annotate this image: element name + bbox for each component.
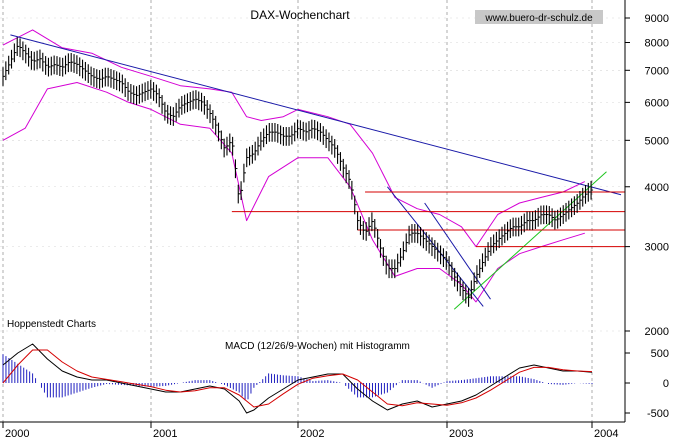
- macd-y-tick-label: 0: [663, 378, 669, 390]
- y-axis-ticks: 2000 3000 4000 5000 6000 7000 8000 9000 -500 0 500: [625, 13, 669, 420]
- macd-y-tick-label: 500: [651, 348, 669, 360]
- watermark-text: www.buero-dr-schulz.de: [484, 13, 593, 24]
- x-tick-label: 2000: [5, 428, 29, 439]
- y-tick-label: 3000: [645, 242, 669, 254]
- macd-title: MACD (12/26/9-Wochen) mit Histogramm: [225, 341, 410, 352]
- trendline-downtrend: [10, 34, 622, 196]
- x-axis-ticks: 2000 2001 2002 2003 2004: [2, 422, 618, 439]
- macd-histogram: [2, 354, 593, 401]
- y-tick-label: 5000: [645, 135, 669, 147]
- credit-text: Hoppenstedt Charts: [7, 319, 96, 330]
- x-tick-label: 2004: [594, 428, 618, 439]
- chart-title: DAX-Wochenchart: [250, 8, 350, 22]
- x-tick-label: 2002: [300, 428, 324, 439]
- x-tick-label: 2003: [449, 428, 473, 439]
- bollinger-bands: [2, 29, 586, 303]
- trendline-channel-right: [424, 202, 491, 300]
- trend-lines: [10, 34, 625, 310]
- upper-band-line: [2, 29, 586, 248]
- trendline-uptrend: [453, 171, 607, 310]
- signal-line: [2, 349, 593, 408]
- y-tick-label: 4000: [645, 182, 669, 194]
- macd-lines: [2, 343, 593, 414]
- y-tick-label: 7000: [645, 65, 669, 77]
- watermark-background: [475, 10, 603, 24]
- x-tick-label: 2001: [153, 428, 177, 439]
- y-tick-label: 6000: [645, 97, 669, 109]
- y-tick-label: 8000: [645, 38, 669, 50]
- y-tick-label: 2000: [645, 326, 669, 338]
- macd-line: [2, 343, 593, 414]
- y-tick-label: 9000: [645, 13, 669, 25]
- macd-y-tick-label: -500: [647, 408, 669, 420]
- lower-band-line: [2, 82, 585, 303]
- chart-grid: [0, 0, 625, 422]
- price-series: [2, 37, 594, 307]
